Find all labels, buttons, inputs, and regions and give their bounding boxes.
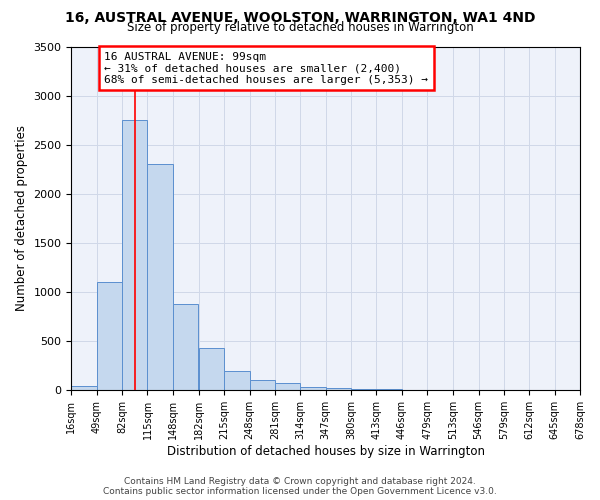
Bar <box>173 304 198 390</box>
Bar <box>148 164 173 390</box>
Text: 16 AUSTRAL AVENUE: 99sqm
← 31% of detached houses are smaller (2,400)
68% of sem: 16 AUSTRAL AVENUE: 99sqm ← 31% of detach… <box>104 52 428 85</box>
Text: 16, AUSTRAL AVENUE, WOOLSTON, WARRINGTON, WA1 4ND: 16, AUSTRAL AVENUE, WOOLSTON, WARRINGTON… <box>65 11 535 25</box>
Y-axis label: Number of detached properties: Number of detached properties <box>15 125 28 311</box>
Bar <box>97 282 122 390</box>
Text: Size of property relative to detached houses in Warrington: Size of property relative to detached ho… <box>127 21 473 34</box>
Bar <box>275 384 301 390</box>
Bar <box>224 370 250 390</box>
Bar <box>250 380 275 390</box>
Bar <box>122 120 148 390</box>
Bar <box>326 388 351 390</box>
Text: Contains HM Land Registry data © Crown copyright and database right 2024.
Contai: Contains HM Land Registry data © Crown c… <box>103 476 497 496</box>
Bar <box>71 386 97 390</box>
Bar <box>301 387 326 390</box>
Bar <box>199 348 224 390</box>
Bar <box>351 389 376 390</box>
X-axis label: Distribution of detached houses by size in Warrington: Distribution of detached houses by size … <box>167 444 485 458</box>
